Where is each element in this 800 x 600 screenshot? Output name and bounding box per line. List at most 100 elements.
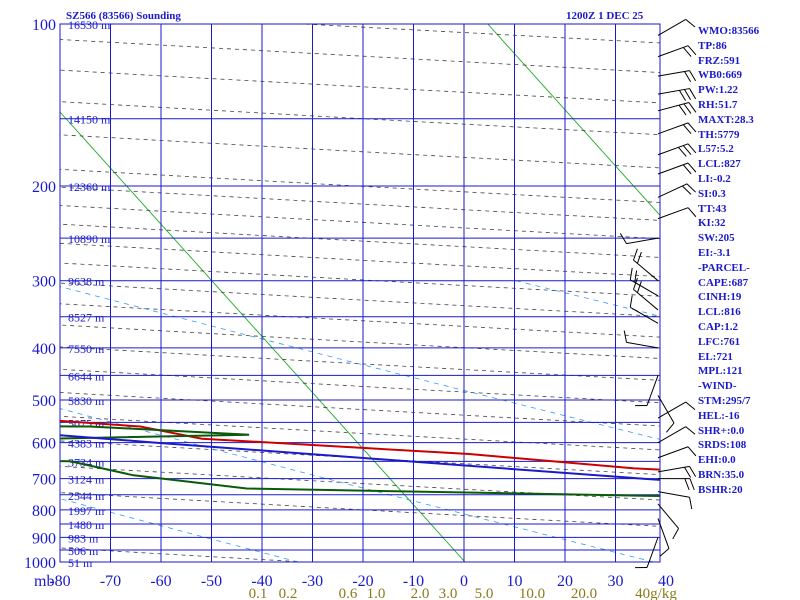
- parcel-line: [60, 434, 660, 481]
- stat-line: SW:205: [698, 232, 735, 245]
- height-label: 9638 m: [68, 275, 105, 289]
- wind-barb-flag: [688, 102, 697, 113]
- stat-line: TP:86: [698, 39, 727, 52]
- wind-barb: [657, 122, 697, 135]
- wind-barb-flag: [678, 146, 687, 157]
- temp-tick-label: -70: [100, 573, 121, 590]
- wind-barb-flag: [666, 422, 675, 433]
- stat-line: RH:51.7: [698, 98, 738, 111]
- stat-line: SHR+:0.0: [698, 424, 745, 437]
- sounding-time: 1200Z 1 DEC 25: [566, 10, 644, 22]
- wind-barb: [629, 267, 659, 297]
- wind-barb: [657, 465, 697, 478]
- wind-barb: [619, 233, 659, 245]
- wind-barb-flag: [659, 548, 670, 557]
- temp-tick-label: 40: [658, 573, 674, 590]
- wind-barb-flag: [636, 251, 642, 264]
- pressure-label: 400: [32, 341, 56, 358]
- wind-barb: [657, 446, 697, 459]
- wind-barb: [657, 45, 697, 58]
- wind-barb-shaft: [630, 306, 659, 324]
- temp-tick-label: -10: [403, 573, 424, 590]
- wind-barb: [657, 102, 697, 116]
- wind-barb-shaft: [657, 183, 688, 198]
- wind-barb-flag: [678, 104, 687, 116]
- wind-barb: [657, 491, 693, 510]
- stat-line: BRN:35.0: [698, 468, 745, 481]
- pressure-label: 200: [32, 179, 56, 196]
- wind-barb: [657, 395, 675, 433]
- wind-barb-flag: [684, 478, 690, 491]
- temp-tick-label: -80: [49, 573, 70, 590]
- wind-barb-flag: [629, 295, 633, 308]
- stat-line: STM:295/7: [698, 394, 751, 407]
- temp-tick-label: -30: [302, 573, 323, 590]
- wind-barb-flag: [678, 90, 686, 101]
- wind-barb-flag: [689, 478, 695, 491]
- stat-line: EHI:0.0: [698, 454, 736, 467]
- wind-barb-flag: [687, 45, 697, 56]
- wind-barb-flag: [682, 185, 692, 195]
- wind-barb-flag: [689, 466, 697, 477]
- mixing-ratio-label: 5.0: [475, 586, 494, 600]
- stat-line: KI:32: [698, 217, 726, 230]
- wind-barb: [657, 162, 697, 175]
- pressure-label: 100: [32, 17, 56, 34]
- temp-tick-label: -40: [251, 573, 272, 590]
- wind-barb: [633, 277, 659, 311]
- station-title: SZ566 (83566) Sounding: [66, 10, 181, 22]
- wind-barb: [657, 401, 696, 419]
- wind-barb-shaft: [657, 102, 690, 112]
- pressure-label: 500: [32, 393, 56, 410]
- wind-barb: [657, 426, 696, 444]
- stat-line: -PARCEL-: [698, 261, 750, 274]
- temp-tick-label: -60: [150, 573, 171, 590]
- wind-barb-shaft: [657, 503, 679, 529]
- wind-barb-shaft: [626, 341, 659, 349]
- mixing-ratio-label: 0.1: [249, 586, 268, 600]
- height-label: 7550 m: [68, 342, 105, 356]
- stat-line: LCL:827: [698, 158, 741, 171]
- wind-barb-flag: [687, 122, 697, 133]
- wind-barb-flag: [683, 103, 692, 114]
- wind-barb: [635, 537, 659, 569]
- stat-line: LI:-0.2: [698, 172, 731, 185]
- wind-barb-shaft: [657, 395, 675, 424]
- stats-panel: WMO:83566 TP:86 FRZ:591 WB0:669 PW:1.22 RH:51…: [698, 24, 759, 498]
- wind-barb: [658, 478, 695, 491]
- plot-frame: [59, 23, 661, 563]
- stat-line: LFC:761: [698, 335, 741, 348]
- stat-line: SRDS:108: [698, 439, 747, 452]
- wind-barb-flag: [687, 143, 697, 154]
- mixing-ratio-label: 1.0: [367, 586, 386, 600]
- stat-line: EL:721: [698, 350, 733, 363]
- wind-barb-shaft: [657, 88, 690, 95]
- pressure-label: 1000: [24, 555, 56, 572]
- wind-barb-shaft: [657, 446, 689, 459]
- wind-barb-flag: [636, 281, 642, 293]
- mixing-ratio-line: [0, 281, 30, 562]
- height-label: 51 m: [68, 556, 93, 570]
- stat-line: PW:1.22: [698, 84, 739, 97]
- height-label: 1480 m: [68, 518, 105, 532]
- stat-line: L57:5.2: [698, 143, 734, 156]
- wind-barb-flag: [633, 277, 638, 290]
- wind-barb-flag: [684, 466, 692, 478]
- temp-tick-label: 30: [608, 573, 624, 590]
- mixing-ratio-label: 2.0: [411, 586, 430, 600]
- stat-line: CINH:19: [698, 291, 742, 304]
- wind-barb-flag: [685, 426, 696, 435]
- stat-line: MAXT:28.3: [698, 113, 754, 126]
- wind-barb: [635, 375, 659, 407]
- temp-tick-label: 20: [557, 573, 573, 590]
- stat-line: BSHR:20: [698, 483, 743, 496]
- pressure-unit-label: mb: [34, 573, 54, 590]
- mixing-ratio-label: 0.2: [279, 586, 298, 600]
- height-label: 6644 m: [68, 369, 105, 383]
- stat-line: CAPE:687: [698, 276, 749, 289]
- wind-barb-flag: [682, 124, 692, 135]
- stat-line: TH:5779: [698, 128, 740, 141]
- wind-barbs: [619, 18, 697, 569]
- stat-line: -WIND-: [698, 380, 737, 393]
